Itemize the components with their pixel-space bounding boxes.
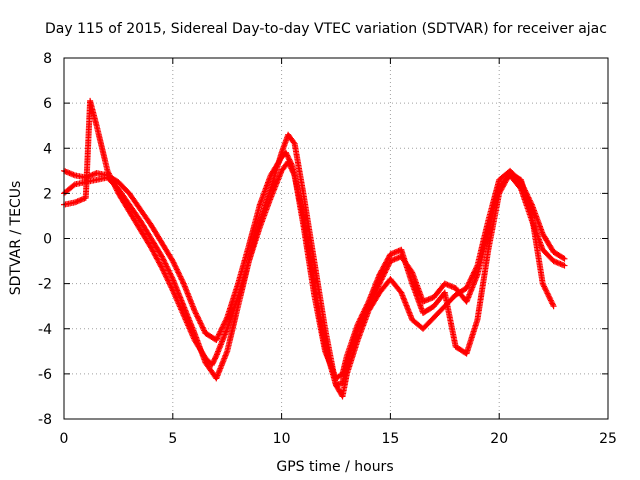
- data-points: [61, 97, 568, 400]
- trace-point: [285, 160, 292, 167]
- trace-point: [286, 161, 293, 168]
- trace-point: [290, 169, 297, 176]
- x-tick-label: 5: [168, 431, 177, 447]
- x-tick-label: 15: [381, 431, 399, 447]
- data-point: [561, 255, 568, 262]
- trace-point: [560, 255, 567, 262]
- data-point: [285, 158, 292, 165]
- y-axis-label: SDTVAR / TECUs: [8, 181, 24, 296]
- trace-point: [212, 354, 219, 361]
- trace-point: [283, 151, 290, 158]
- data-point: [550, 303, 557, 310]
- data-point: [561, 262, 568, 269]
- y-tick-label: 6: [43, 96, 52, 112]
- x-tick-label: 0: [60, 431, 69, 447]
- chart-title: Day 115 of 2015, Sidereal Day-to-day VTE…: [45, 21, 607, 37]
- x-tick-label: 10: [273, 431, 291, 447]
- trace-point: [284, 152, 291, 159]
- y-tick-label: -6: [38, 367, 52, 383]
- trace-point: [288, 165, 295, 172]
- series-track-c: [61, 97, 557, 382]
- y-tick-label: 4: [43, 141, 52, 157]
- y-tick-label: 2: [43, 186, 52, 202]
- x-tick-label: 20: [490, 431, 508, 447]
- y-tick-label: 8: [43, 51, 52, 67]
- x-tick-label: 25: [599, 431, 617, 447]
- x-axis-label: GPS time / hours: [276, 459, 393, 475]
- trace-point: [287, 162, 294, 169]
- axis-ticks: [63, 57, 609, 420]
- y-tick-label: -8: [38, 412, 52, 428]
- trace-point: [70, 182, 77, 189]
- trace-point: [289, 166, 296, 173]
- trace-point: [287, 164, 294, 171]
- trace-point: [289, 168, 296, 175]
- tick-labels: 0 5 10 15 20 25 -8 -6 -4 -2 0 2 4 6 8: [38, 51, 617, 447]
- y-tick-label: -4: [38, 322, 52, 338]
- y-tick-label: 0: [43, 232, 52, 248]
- y-tick-label: -2: [38, 277, 52, 293]
- trace-point: [290, 139, 297, 146]
- trace-point: [291, 170, 298, 177]
- series-track-b: [61, 131, 568, 400]
